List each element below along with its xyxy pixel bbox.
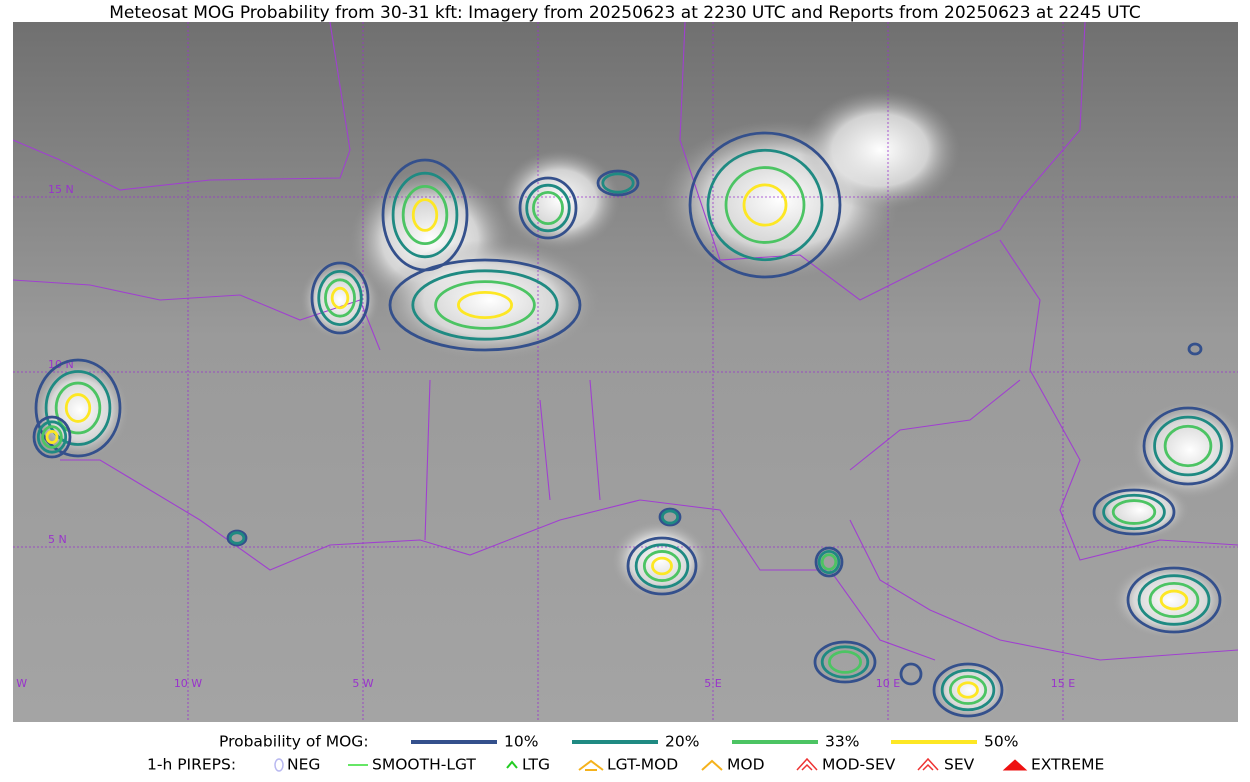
legend-label: SEV — [944, 756, 975, 774]
lon-label: 5 E — [704, 677, 721, 690]
contour — [932, 662, 1004, 718]
contour — [324, 278, 356, 318]
legend-symbol — [506, 760, 518, 769]
cloud — [610, 520, 710, 600]
contour — [1102, 493, 1166, 531]
contour — [411, 269, 559, 341]
contour — [957, 681, 979, 699]
legend-symbol — [578, 759, 604, 771]
legend-label: 33% — [825, 733, 859, 751]
contour — [64, 393, 92, 423]
contour — [34, 358, 122, 458]
legend-label: EXTREME — [1031, 756, 1104, 774]
contour — [634, 543, 690, 589]
contour — [948, 675, 988, 705]
contour — [661, 509, 680, 525]
contour — [1187, 342, 1203, 356]
contour — [742, 183, 788, 227]
contour — [1092, 488, 1176, 536]
contour — [54, 381, 102, 435]
contour — [626, 536, 698, 596]
contour — [820, 645, 870, 679]
contour — [1163, 424, 1213, 468]
legend-label: 10% — [504, 733, 538, 751]
contour — [310, 261, 370, 335]
lon-label: 15 E — [1051, 677, 1075, 690]
contour — [658, 507, 682, 527]
contour — [401, 184, 449, 245]
contour — [817, 549, 841, 575]
cloud — [300, 260, 380, 340]
lat-label: 5 N — [48, 533, 67, 546]
lon-label: 10 E — [876, 677, 900, 690]
cloud — [800, 90, 960, 210]
contour — [899, 662, 923, 686]
contour — [1153, 415, 1223, 477]
legend-title: Probability of MOG: — [219, 733, 369, 751]
contour — [1142, 406, 1234, 486]
contour — [434, 280, 536, 330]
lon-label: 10 W — [174, 677, 202, 690]
contour — [1159, 589, 1189, 611]
legend-symbol — [796, 757, 818, 771]
legend-title: 1-h PIREPS: — [147, 756, 236, 774]
legend: Probability of MOG: 1-h PIREPS: 10% 20% 33… — [147, 733, 1104, 774]
contour — [532, 190, 564, 225]
contour — [820, 553, 838, 571]
contour — [940, 668, 996, 712]
contour — [456, 290, 513, 319]
contour — [226, 529, 248, 547]
legend-label: 20% — [665, 733, 699, 751]
contour — [41, 425, 63, 449]
lon-label: 15 W — [0, 677, 27, 690]
contour — [330, 286, 350, 310]
contour — [596, 169, 640, 197]
contour — [651, 556, 673, 576]
contour — [36, 420, 68, 454]
legend-label: SMOOTH-LGT — [372, 756, 476, 774]
contour — [388, 258, 582, 352]
legend-label: MOD — [727, 756, 765, 774]
legend-symbol — [701, 759, 723, 771]
contour — [525, 183, 571, 233]
contour — [518, 176, 578, 240]
contour — [1111, 499, 1157, 525]
contour — [688, 131, 842, 279]
legend-label: 50% — [984, 733, 1018, 751]
contour — [813, 640, 877, 684]
contour — [1126, 566, 1222, 634]
title: Meteosat MOG Probability from 30-31 kft:… — [109, 3, 1141, 23]
legend-label: NEG — [287, 756, 320, 774]
contour — [45, 429, 59, 444]
contour — [32, 415, 72, 459]
contour — [391, 171, 459, 259]
legend-symbol — [1002, 759, 1028, 771]
lat-label: 15 N — [48, 183, 74, 196]
contour — [724, 166, 806, 244]
legend-label: LTG — [522, 756, 550, 774]
mog-contours — [32, 131, 1234, 718]
contour — [706, 148, 824, 262]
contour — [317, 269, 363, 326]
contour — [44, 370, 112, 446]
contour — [601, 172, 635, 194]
contour — [642, 550, 682, 582]
contour — [1148, 581, 1200, 619]
legend-symbol — [917, 757, 939, 771]
legend-symbol — [274, 758, 284, 772]
legend-label: LGT-MOD — [607, 756, 678, 774]
contour — [1137, 574, 1211, 626]
legend-label: MOD-SEV — [822, 756, 896, 774]
contour — [411, 198, 439, 232]
contour — [814, 546, 844, 578]
lon-label: 5 W — [352, 677, 373, 690]
contour — [828, 650, 863, 674]
contour — [228, 531, 246, 545]
